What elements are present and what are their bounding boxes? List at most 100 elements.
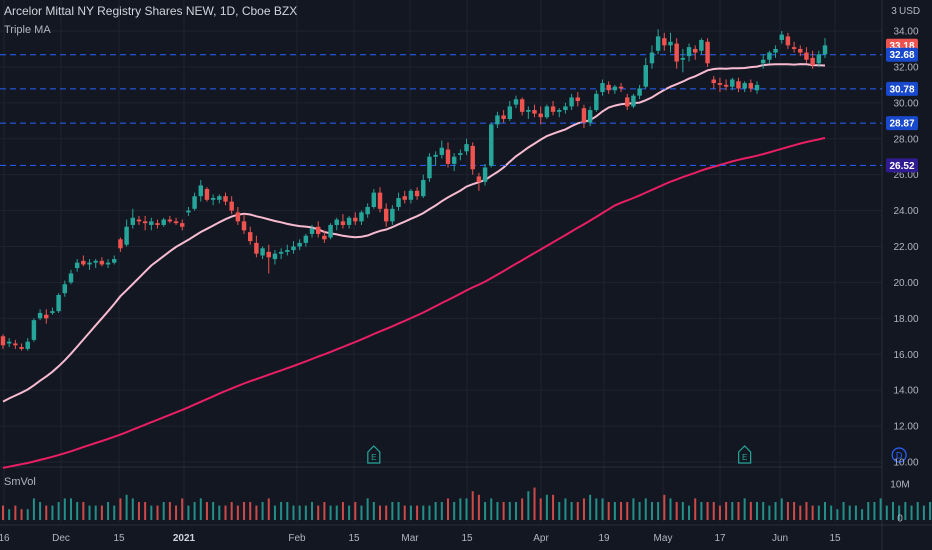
volume-bar bbox=[137, 502, 140, 520]
volume-bar bbox=[879, 498, 882, 520]
volume-bar bbox=[181, 498, 184, 520]
candle-body bbox=[544, 106, 550, 118]
candle-body bbox=[791, 47, 797, 49]
candle-body bbox=[748, 83, 754, 89]
candle-body bbox=[408, 190, 414, 200]
volume-bar bbox=[508, 502, 511, 520]
candle-body bbox=[699, 39, 704, 51]
volume-bar bbox=[323, 502, 326, 520]
candle-body bbox=[686, 47, 692, 57]
candle-body bbox=[414, 190, 420, 197]
level-lines bbox=[0, 54, 882, 166]
volume-bar bbox=[446, 498, 449, 520]
volume-bar bbox=[465, 498, 468, 520]
volume-bar bbox=[904, 502, 907, 520]
time-axis[interactable]: 16 Dec 15 2021 Feb 15 Mar 15 Apr 19 May 17 Jun 15 bbox=[0, 533, 841, 544]
dividend-marker[interactable]: D bbox=[891, 447, 907, 463]
candle-body bbox=[594, 93, 599, 111]
candle-body bbox=[482, 167, 488, 182]
earnings-marker[interactable]: E bbox=[738, 445, 752, 464]
earnings-marker[interactable]: E bbox=[367, 445, 381, 464]
ma-fast-line bbox=[2, 63, 826, 403]
candle-body bbox=[241, 221, 247, 231]
volume-bar bbox=[824, 502, 826, 520]
volume-bar bbox=[453, 502, 456, 520]
symbol-title[interactable]: Arcelor Mittal NY Registry Shares NEW, 1… bbox=[4, 4, 298, 18]
volume-bar bbox=[8, 509, 11, 520]
candle-body bbox=[668, 41, 673, 46]
volume-bar bbox=[502, 502, 505, 520]
candle-body bbox=[723, 84, 729, 87]
volume-bar bbox=[669, 498, 672, 520]
candle-body bbox=[470, 145, 475, 170]
candle-body bbox=[550, 106, 556, 112]
candle-body bbox=[62, 284, 68, 294]
candle-body bbox=[136, 219, 142, 222]
volume-bar bbox=[32, 498, 35, 520]
candle-body bbox=[390, 208, 395, 222]
volume-bar bbox=[440, 502, 443, 520]
volume-bar bbox=[311, 502, 314, 520]
price-tag-box bbox=[886, 81, 918, 96]
volume-bar bbox=[854, 505, 857, 520]
candle-body bbox=[519, 99, 525, 112]
candle-body bbox=[81, 260, 86, 265]
candle-body bbox=[655, 36, 661, 51]
volume-bar bbox=[527, 491, 530, 520]
volume-bar bbox=[39, 502, 42, 520]
volume-bar bbox=[261, 502, 264, 520]
candle-body bbox=[272, 253, 278, 260]
candle-body bbox=[396, 198, 401, 207]
candle-body bbox=[278, 251, 284, 254]
volume-bar bbox=[144, 502, 147, 520]
volume-bar bbox=[280, 502, 283, 520]
candle-body bbox=[328, 224, 333, 238]
candle-body bbox=[37, 312, 43, 319]
candle-body bbox=[662, 38, 667, 46]
price-axis[interactable]: 10.00 12.00 14.00 16.00 18.00 20.00 22.00 24.00… bbox=[893, 27, 918, 469]
currency-selector[interactable]: 3 USD bbox=[889, 6, 920, 17]
candle-body bbox=[612, 86, 618, 91]
candle-body bbox=[340, 221, 346, 225]
volume-bar bbox=[409, 505, 412, 520]
volume-bar bbox=[156, 505, 159, 520]
volume-bar bbox=[780, 498, 783, 520]
volume-bar bbox=[774, 502, 777, 520]
volume-bar bbox=[63, 498, 66, 520]
time-tick-label: 2021 bbox=[173, 533, 196, 544]
candle-body bbox=[625, 97, 630, 107]
candle-body bbox=[99, 260, 105, 265]
candle-body bbox=[105, 262, 111, 265]
candle-body bbox=[93, 260, 98, 263]
candle-body bbox=[810, 57, 815, 66]
candle-body bbox=[717, 83, 723, 85]
time-tick-label: 15 bbox=[829, 533, 841, 544]
volume-bar bbox=[317, 505, 320, 520]
candle-body bbox=[383, 208, 389, 222]
indicator-label[interactable]: Triple MA bbox=[4, 24, 51, 36]
currency-label: USD bbox=[899, 6, 921, 17]
candle-body bbox=[816, 54, 822, 64]
price-tag-label: 30.78 bbox=[889, 84, 914, 95]
volume-bar bbox=[471, 491, 474, 520]
volume-bar bbox=[82, 502, 85, 520]
time-tick-label: Dec bbox=[52, 533, 70, 544]
volume-bar bbox=[366, 498, 369, 520]
volume-bar bbox=[187, 505, 190, 520]
volume-bar bbox=[416, 505, 419, 520]
marker-shape bbox=[738, 445, 752, 464]
volume-label[interactable]: SmVol bbox=[4, 476, 36, 488]
candle-body bbox=[680, 57, 686, 60]
volume-bar bbox=[706, 502, 709, 520]
candle-body bbox=[557, 110, 562, 112]
candle-body bbox=[74, 262, 80, 269]
price-tick-label: 32.00 bbox=[893, 62, 918, 73]
volume-bar bbox=[700, 502, 703, 520]
volume-bar bbox=[891, 502, 894, 520]
candle-body bbox=[50, 311, 55, 313]
candle-body bbox=[587, 110, 593, 123]
volume-bar bbox=[113, 505, 116, 520]
candle-body bbox=[445, 149, 451, 164]
